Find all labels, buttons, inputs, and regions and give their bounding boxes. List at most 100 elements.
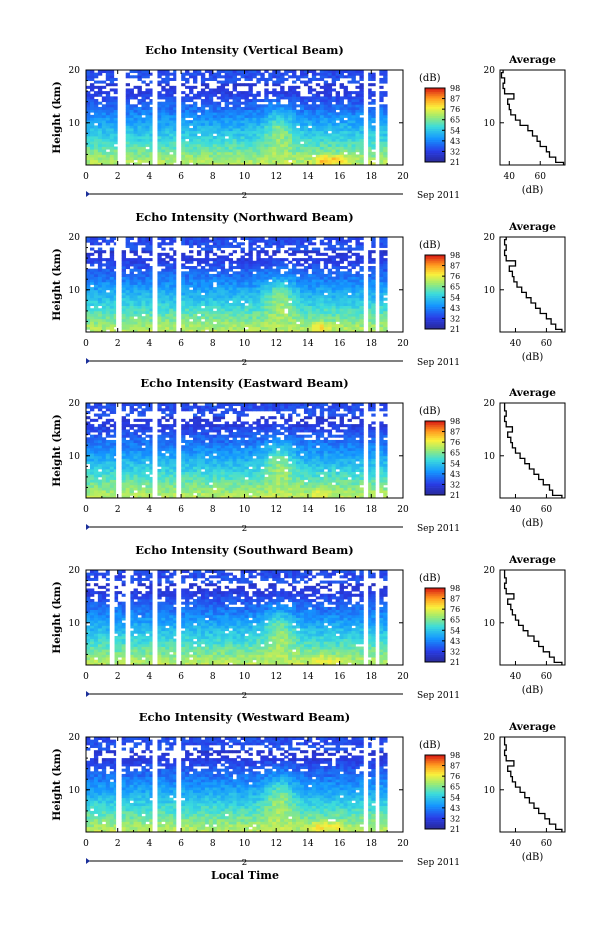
heatmap-cell <box>125 141 130 145</box>
heatmap-cell <box>212 91 218 95</box>
heatmap-cell <box>256 122 261 126</box>
heatmap-cell <box>240 159 245 163</box>
heatmap-cell <box>129 408 134 412</box>
heatmap-cell <box>185 70 190 74</box>
heatmap-cell <box>260 125 265 129</box>
heatmap-cell <box>260 120 265 124</box>
heatmap-cell <box>204 244 210 248</box>
heatmap-cell <box>86 476 91 480</box>
heatmap-cell <box>296 151 301 155</box>
heatmap-cell <box>196 287 202 291</box>
heatmap-cell <box>86 302 91 307</box>
heatmap-cell <box>220 295 226 299</box>
heatmap-cell <box>97 120 103 124</box>
heatmap-cell <box>264 138 269 142</box>
heatmap-cell <box>268 77 273 81</box>
heatmap-cell <box>307 255 313 259</box>
heatmap-cell <box>137 300 142 304</box>
heatmap-cell <box>161 260 166 264</box>
heatmap-cell <box>173 321 178 325</box>
heatmap-cell <box>256 324 261 328</box>
heatmap-cell <box>276 120 281 124</box>
heatmap-cell <box>181 313 186 317</box>
heatmap-cell <box>216 143 222 147</box>
heatmap-cell <box>185 154 190 158</box>
heatmap-cell <box>86 117 91 121</box>
heatmap-cell <box>248 239 253 243</box>
heatmap-cell <box>323 321 329 325</box>
heatmap-cell <box>331 138 337 142</box>
heatmap-cell <box>232 114 237 118</box>
heatmap-cell <box>383 281 388 285</box>
heatmap-cell <box>173 138 178 142</box>
heatmap-cell <box>192 308 198 312</box>
heatmap-cell <box>303 149 309 153</box>
heatmap-cell <box>272 258 277 262</box>
heatmap-cell <box>299 308 305 312</box>
heatmap-cell <box>97 471 103 475</box>
heatmap-cell <box>351 326 356 330</box>
heatmap-cell <box>125 421 130 425</box>
heatmap-cell <box>97 447 103 451</box>
heatmap-cell <box>165 112 170 116</box>
heatmap-cell <box>133 318 138 322</box>
heatmap-cell <box>97 326 103 330</box>
heatmap-cell <box>216 289 222 293</box>
heatmap-cell <box>109 403 115 407</box>
heatmap-cell <box>220 255 226 259</box>
heatmap-cell <box>141 80 146 84</box>
heatmap-cell <box>101 263 107 267</box>
heatmap-cell <box>331 154 337 158</box>
heatmap-cell <box>319 271 325 275</box>
heatmap-cell <box>101 455 107 459</box>
heatmap-cell <box>292 128 297 132</box>
heatmap-cell <box>121 463 127 467</box>
heatmap-cell <box>93 151 99 155</box>
heatmap-cell <box>121 426 127 430</box>
heatmap-cell <box>129 450 134 454</box>
heatmap-cell <box>232 112 237 116</box>
heatmap-cell <box>141 133 146 137</box>
heatmap-cell <box>121 479 127 483</box>
heatmap-cell <box>284 141 289 145</box>
heatmap-cell <box>109 453 115 457</box>
heatmap-cell <box>204 149 210 153</box>
heatmap-cell <box>161 281 166 285</box>
colorbar-tick-label: 87 <box>450 95 460 104</box>
heatmap-cell <box>264 91 269 95</box>
heatmap-cell <box>264 120 269 124</box>
colorbar-segment <box>425 95 445 98</box>
heatmap-cell <box>208 289 214 293</box>
heatmap-cell <box>204 284 210 288</box>
heatmap-cell <box>86 405 91 409</box>
heatmap-cell <box>137 273 142 277</box>
heatmap-cell <box>93 133 99 137</box>
heatmap-cell <box>101 318 107 322</box>
heatmap-cell <box>113 112 119 116</box>
heatmap-cell <box>113 295 119 299</box>
heatmap-cell <box>383 310 388 314</box>
heatmap-cell <box>339 120 344 124</box>
heatmap-cell <box>323 141 329 145</box>
heatmap-cell <box>276 154 281 158</box>
heatmap-cell <box>264 308 269 312</box>
heatmap-cell <box>347 80 352 84</box>
heatmap-cell <box>248 88 253 92</box>
heatmap-cell <box>97 162 103 166</box>
heatmap-cell <box>311 104 317 108</box>
heatmap-cell <box>224 239 230 243</box>
heatmap-cell <box>165 305 170 309</box>
heatmap-cell <box>343 308 348 312</box>
heatmap-cell <box>113 88 119 92</box>
heatmap-cell <box>105 268 111 272</box>
heatmap-cell <box>89 418 95 422</box>
heatmap-cell <box>89 138 95 142</box>
heatmap-cell <box>129 75 134 79</box>
heatmap-cell <box>145 106 150 110</box>
heatmap-cell <box>232 138 237 142</box>
heatmap-cell <box>248 146 253 150</box>
heatmap-cell <box>248 263 253 267</box>
heatmap-cell <box>185 77 190 81</box>
heatmap-cell <box>200 297 206 301</box>
heatmap-cell <box>86 77 91 81</box>
